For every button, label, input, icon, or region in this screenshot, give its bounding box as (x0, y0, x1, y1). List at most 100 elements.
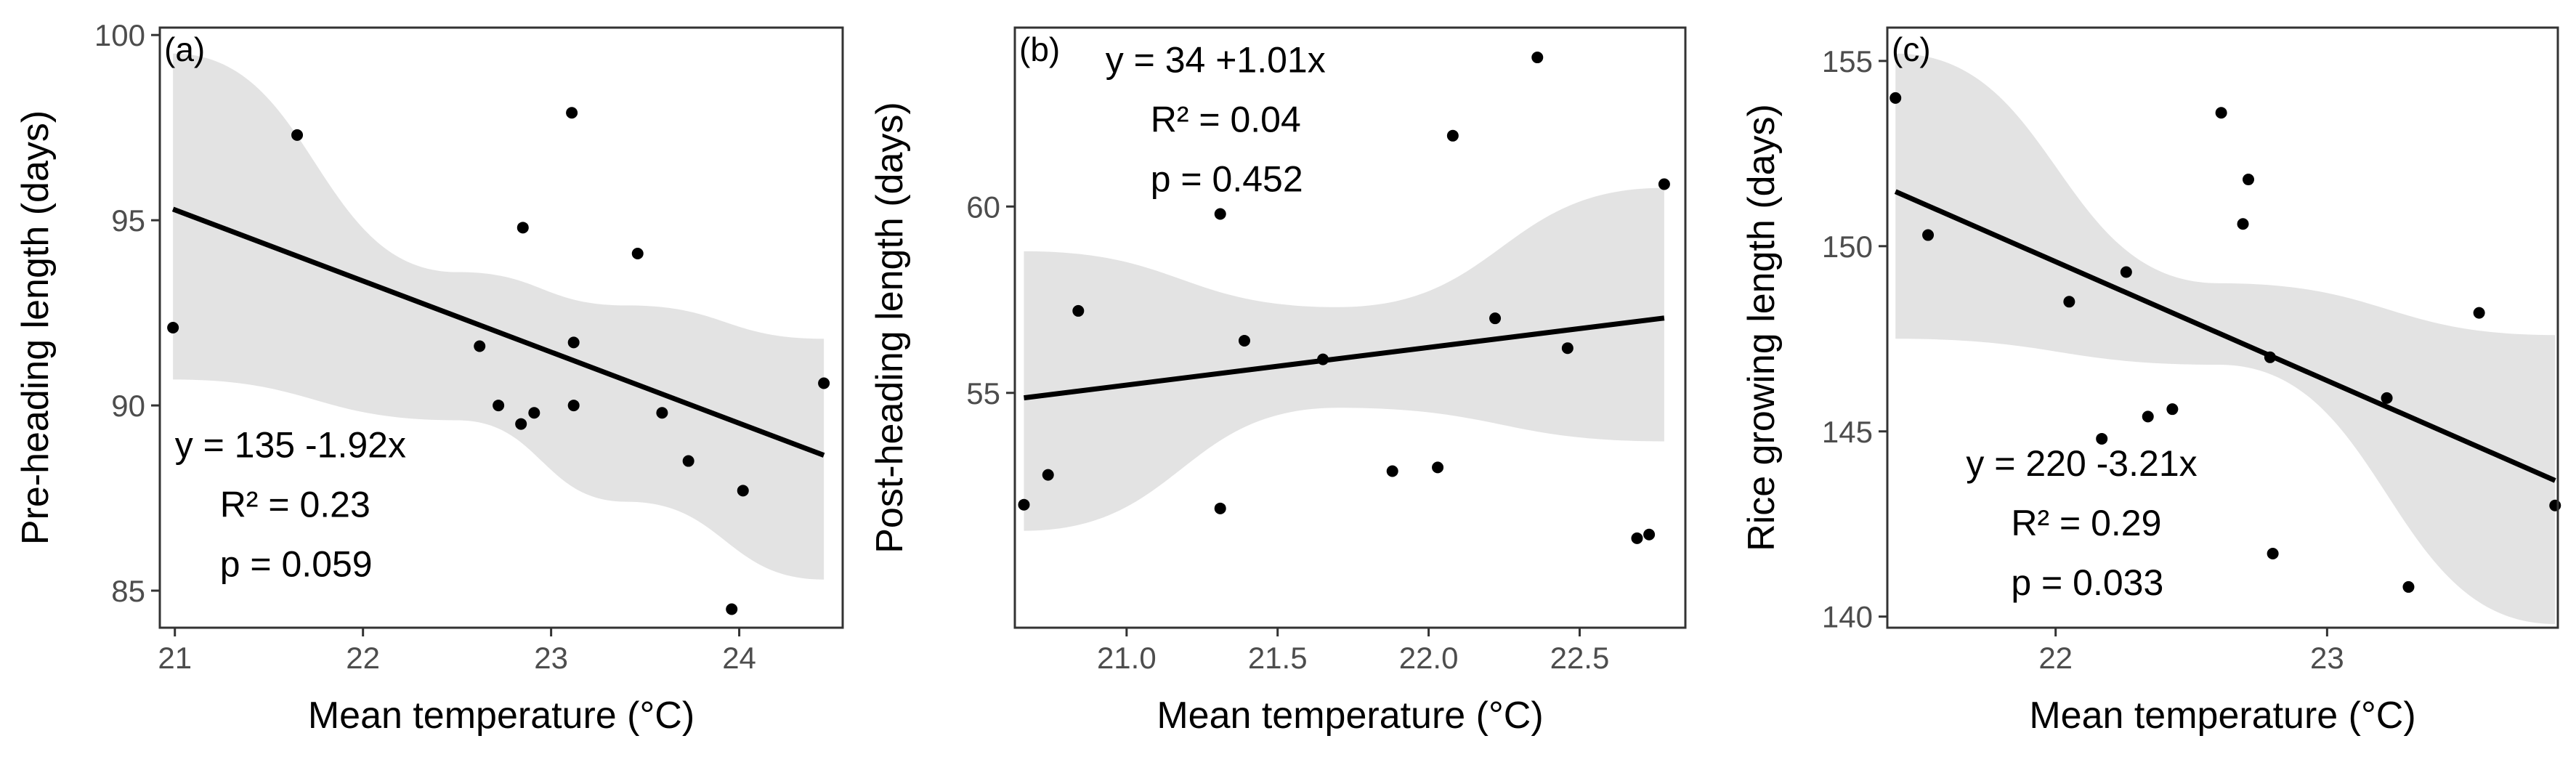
data-point (1042, 469, 1054, 481)
y-tick-label: 60 (966, 190, 1000, 224)
regression-line (1024, 315, 1665, 401)
regression-line (171, 206, 825, 458)
fit-line-group (1894, 189, 2556, 483)
data-point (474, 340, 486, 352)
points-group (1890, 92, 2561, 593)
x-axis-title: Mean temperature (°C) (1157, 695, 1543, 737)
x-tick-label: 21.5 (1248, 641, 1308, 675)
data-point (167, 322, 179, 333)
panel-c: 22 23 140 145 150 155 (c) y = 220 -3.21x R² … (1741, 26, 2561, 737)
data-point (2473, 307, 2485, 319)
panel-label: (a) (164, 31, 205, 68)
data-point (1890, 92, 1902, 104)
data-point (2267, 548, 2279, 560)
r-squared-label: R² = 0.29 (2011, 503, 2161, 543)
data-point (1214, 502, 1226, 514)
y-tick-label: 145 (1822, 415, 1873, 449)
data-point (1643, 528, 1656, 541)
data-point (2096, 432, 2108, 445)
x-tick-label: 22 (2038, 641, 2073, 675)
regression-equation: y = 135 -1.92x (175, 424, 406, 465)
data-point (2237, 218, 2249, 230)
data-point (517, 222, 529, 234)
x-tick-label: 23 (534, 641, 568, 675)
data-point (631, 248, 644, 260)
data-point (682, 455, 694, 467)
panel-a: 21 22 23 24 85 90 95 100 (a) y = 135 -1.92x R²… (15, 18, 844, 737)
ci-band-group (173, 53, 825, 580)
p-value-label: p = 0.033 (2011, 562, 2163, 603)
data-point (656, 407, 668, 419)
data-point (493, 400, 505, 412)
x-ticks: 21 22 23 24 (158, 628, 756, 675)
panel-label: (c) (1892, 31, 1931, 68)
confidence-band (173, 53, 825, 580)
y-tick-label: 85 (111, 574, 145, 608)
p-value-label: p = 0.452 (1151, 159, 1303, 200)
data-point (567, 336, 580, 349)
x-tick-label: 22 (346, 641, 380, 675)
fit-line-group (1024, 315, 1665, 401)
plot-frame (1886, 26, 2559, 629)
data-point (2402, 580, 2415, 593)
data-point (566, 107, 578, 119)
y-ticks: 140 145 150 155 (1822, 44, 1887, 634)
p-value-label: p = 0.059 (220, 543, 373, 584)
data-point (1018, 498, 1030, 511)
y-tick-label: 140 (1822, 600, 1873, 634)
data-point (2243, 174, 2254, 186)
x-tick-label: 22.0 (1399, 641, 1459, 675)
data-point (737, 485, 749, 497)
data-point (2063, 296, 2075, 308)
data-point (2381, 392, 2393, 404)
fit-line-group (171, 206, 825, 458)
regression-equation: y = 34 +1.01x (1106, 40, 1326, 81)
data-point (1561, 342, 1573, 355)
data-point (1072, 304, 1085, 317)
data-point (1238, 334, 1250, 347)
data-point (1489, 312, 1502, 325)
data-point (1531, 52, 1544, 64)
x-tick-label: 21.0 (1097, 641, 1157, 675)
y-axis-title: Post-heading length (days) (869, 102, 911, 554)
data-point (2264, 351, 2276, 363)
data-point (726, 603, 738, 615)
data-point (1386, 465, 1398, 477)
x-ticks: 21.0 21.5 22.0 22.5 (1097, 628, 1609, 675)
regression-line (1894, 189, 2556, 483)
points-group (167, 107, 830, 615)
data-point (567, 400, 580, 412)
points-group (1018, 52, 1670, 544)
data-point (2166, 403, 2179, 416)
r-squared-label: R² = 0.04 (1151, 100, 1301, 140)
data-point (2549, 499, 2561, 511)
y-tick-label: 150 (1822, 230, 1873, 264)
data-point (515, 418, 527, 430)
data-point (2142, 410, 2154, 423)
y-tick-label: 95 (111, 203, 145, 238)
data-point (2120, 266, 2132, 278)
data-point (1658, 178, 1670, 190)
plot-frame (1013, 26, 1687, 629)
y-tick-label: 100 (94, 18, 145, 52)
y-ticks: 55 60 (966, 190, 1015, 410)
y-tick-label: 55 (966, 376, 1000, 410)
y-axis-title: Pre-heading length (days) (15, 110, 57, 545)
x-axis-title: Mean temperature (°C) (308, 695, 694, 737)
data-point (1214, 208, 1226, 220)
y-ticks: 85 90 95 100 (94, 18, 160, 608)
x-tick-label: 22.5 (1550, 641, 1610, 675)
data-point (1317, 353, 1329, 365)
y-axis-title: Rice growing length (days) (1741, 104, 1783, 551)
x-tick-label: 23 (2310, 641, 2344, 675)
data-point (1446, 129, 1459, 142)
plot-frame (158, 26, 844, 629)
r-squared-label: R² = 0.23 (220, 484, 370, 525)
data-point (1432, 461, 1444, 474)
y-tick-label: 90 (111, 389, 145, 423)
x-axis-title: Mean temperature (°C) (2029, 695, 2415, 737)
data-point (528, 407, 540, 419)
